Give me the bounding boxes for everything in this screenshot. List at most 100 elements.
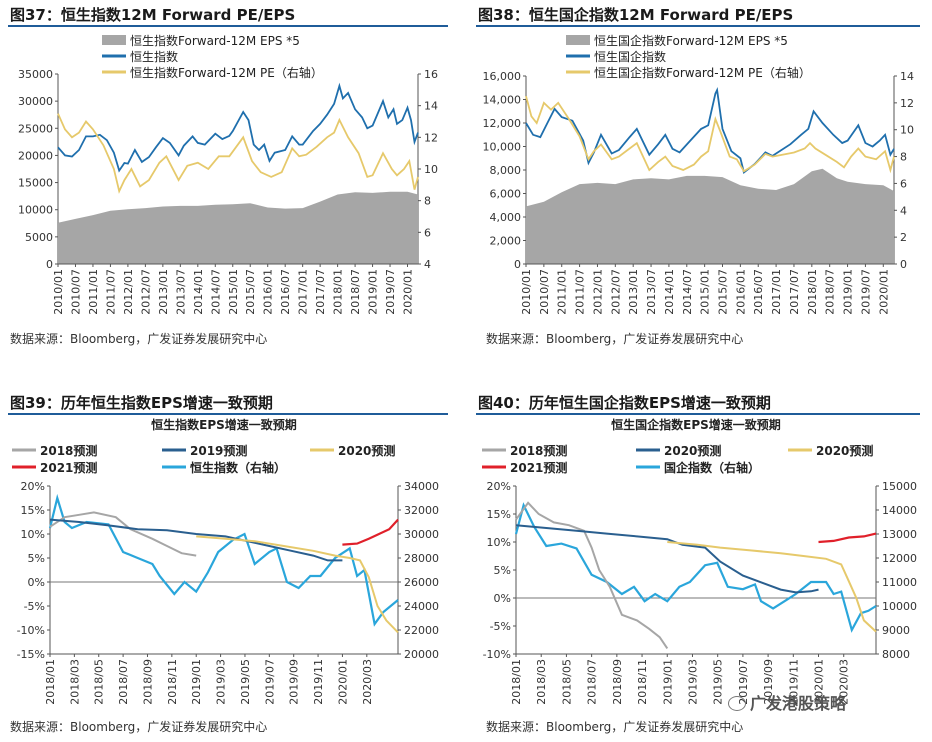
y-tick-label-left: 15%: [487, 508, 511, 521]
y-tick-label-left: 0%: [494, 592, 511, 605]
x-tick-label: 2010/01: [520, 269, 533, 315]
y-tick-label-left: 0: [514, 258, 521, 271]
y-tick-label-left: -5%: [24, 600, 45, 613]
x-tick-label: 2015/01: [227, 269, 240, 315]
x-tick-label: 2018/07: [586, 659, 599, 705]
inner-chart-title: 恒生国企指数EPS增速一致预期: [611, 417, 781, 432]
y-tick-label-left: 2,000: [490, 235, 522, 248]
legend-label: 2018预测: [40, 443, 97, 458]
x-tick-label: 2019/07: [263, 659, 276, 705]
y-tick-label-left: 5000: [25, 231, 53, 244]
forecast-2018-line: [515, 501, 669, 649]
figure-38-source: 数据来源：Bloomberg，广发证券发展研究中心: [486, 332, 744, 346]
x-tick-label: 2014/07: [209, 269, 222, 315]
y-tick-label-right: 15000: [882, 480, 917, 493]
y-tick-label-right: 2: [900, 231, 907, 244]
x-tick-label: 2018/11: [166, 659, 179, 705]
x-tick-label: 2011/01: [87, 269, 100, 315]
y-tick-label-left: 4,000: [490, 211, 522, 224]
y-tick-label-left: 8,000: [490, 164, 522, 177]
x-tick-label: 2014/01: [663, 269, 676, 315]
forecast-2021-line: [342, 518, 399, 546]
x-tick-label: 2018/01: [332, 269, 345, 315]
x-tick-label: 2018/01: [510, 659, 523, 705]
x-tick-label: 2018/05: [560, 659, 573, 705]
x-tick-label: 2012/01: [591, 269, 604, 315]
x-tick-label: 2020/03: [361, 659, 374, 705]
legend-label: 恒生指数Forward-12M EPS *5: [130, 33, 300, 48]
y-tick-label-left: 0%: [28, 576, 45, 589]
legend-label: 2021预测: [510, 460, 567, 475]
x-tick-label: 2018/05: [93, 659, 106, 705]
y-tick-label-right: 6: [900, 177, 907, 190]
forecast-2020-line: [667, 541, 877, 633]
x-tick-label: 2020/01: [877, 269, 890, 315]
x-tick-label: 2019/07: [859, 269, 872, 315]
watermark-text: 广发港股策略: [750, 694, 847, 713]
y-tick-label-left: 5%: [494, 564, 511, 577]
legend-label: 2021预测: [40, 460, 97, 475]
y-tick-label-right: 10000: [882, 600, 917, 613]
eps-area: [526, 168, 894, 264]
x-tick-label: 2018/03: [535, 659, 548, 705]
y-tick-label-right: 8: [424, 195, 431, 208]
y-tick-label-right: 10: [900, 124, 914, 137]
legend-label: 2020预测: [664, 443, 721, 458]
y-tick-label-right: 12: [424, 131, 438, 144]
figure-38-title: 图38：恒生国企指数12M Forward PE/EPS: [478, 6, 794, 24]
legend-swatch: [566, 35, 590, 45]
x-tick-label: 2019/03: [215, 659, 228, 705]
x-tick-label: 2017/01: [297, 269, 310, 315]
legend-label: 2020预测: [338, 443, 395, 458]
legend-label: 2018预测: [510, 443, 567, 458]
x-tick-label: 2013/01: [157, 269, 170, 315]
y-tick-label-left: -10%: [17, 624, 45, 637]
legend-label: 恒生指数: [130, 49, 178, 64]
y-tick-label-right: 26000: [404, 576, 439, 589]
x-tick-label: 2019/03: [686, 659, 699, 705]
x-tick-label: 2018/03: [68, 659, 81, 705]
y-tick-label-right: 22000: [404, 624, 439, 637]
y-tick-label-right: 10: [424, 163, 438, 176]
figure-40-chart: 恒生国企指数EPS增速一致预期 2018预测 2020预测 2020预测 2021预测 国…: [482, 417, 917, 705]
x-tick-label: 2012/07: [609, 269, 622, 315]
y-tick-label-right: 14000: [882, 504, 917, 517]
x-tick-label: 2010/07: [69, 269, 82, 315]
y-tick-label-left: 16,000: [483, 70, 522, 83]
pe-line: [57, 113, 419, 194]
legend-label: 国企指数（右轴）: [664, 460, 760, 475]
y-tick-label-right: 0: [900, 258, 907, 271]
x-tick-label: 2017/01: [770, 269, 783, 315]
y-tick-label-right: 28000: [404, 552, 439, 565]
figure-38-chart: 恒生国企指数Forward-12M EPS *5恒生国企指数恒生国企指数Forw…: [483, 33, 915, 315]
wechat-icon: [728, 696, 746, 711]
y-tick-label-left: 30000: [18, 95, 53, 108]
forecast-2019-line: [49, 518, 343, 562]
x-tick-label: 2018/01: [806, 269, 819, 315]
figure-37-rule: [8, 25, 448, 27]
legend-label: 恒生国企指数: [594, 49, 666, 64]
x-tick-label: 2016/07: [752, 269, 765, 315]
forecast-2020-line: [196, 535, 399, 634]
x-tick-label: 2016/01: [262, 269, 275, 315]
y-tick-label-left: 14,000: [483, 94, 522, 107]
x-tick-label: 2012/07: [139, 269, 152, 315]
y-tick-label-left: 15000: [18, 177, 53, 190]
x-tick-label: 2018/01: [44, 659, 57, 705]
y-tick-label-right: 12: [900, 97, 914, 110]
x-tick-label: 2015/01: [699, 269, 712, 315]
legend-label: 恒生国企指数Forward-12M PE（右轴）: [594, 65, 811, 80]
figure-39-source: 数据来源：Bloomberg，广发证券发展研究中心: [10, 720, 268, 734]
x-tick-label: 2020/01: [813, 659, 826, 705]
figure-38: 图38：恒生国企指数12M Forward PE/EPS 恒生国企指数Forwa…: [466, 0, 932, 370]
x-tick-label: 2018/07: [824, 269, 837, 315]
x-tick-label: 2019/01: [367, 269, 380, 315]
x-tick-label: 2011/07: [104, 269, 117, 315]
x-tick-label: 2019/09: [762, 659, 775, 705]
legend-label: 2020预测: [816, 443, 873, 458]
y-tick-label-right: 12000: [882, 552, 917, 565]
x-tick-label: 2019/07: [384, 269, 397, 315]
legend-swatch: [102, 35, 126, 45]
x-tick-label: 2020/01: [402, 269, 415, 315]
y-tick-label-right: 20000: [404, 648, 439, 661]
